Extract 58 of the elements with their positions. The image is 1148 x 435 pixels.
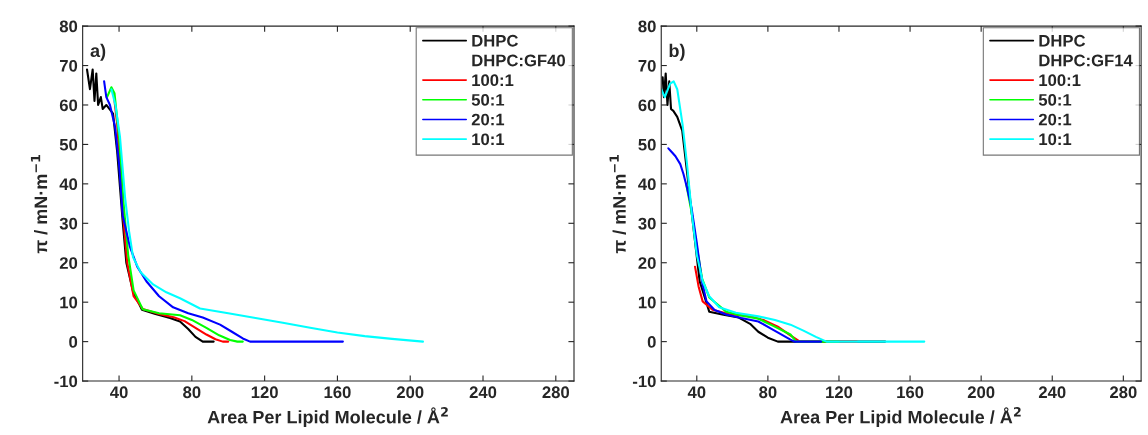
x-axis-title: Area Per Lipid Molecule / Å$^{2}$: [780, 407, 1021, 428]
legend-label: 100:1: [472, 74, 514, 87]
legend-label: 100:1: [1039, 74, 1081, 87]
x-tick-label: 280: [1110, 386, 1137, 399]
legend-label: DHPC: [1039, 34, 1086, 47]
legend-label: 20:1: [1038, 113, 1072, 126]
x-tick-label: 160: [324, 386, 351, 399]
x-tick-label: 240: [469, 386, 497, 399]
y-tick-label: -10: [54, 375, 78, 388]
y-tick-label: 60: [638, 99, 656, 112]
legend-label: 50:1: [471, 93, 505, 106]
x-tick-label: 240: [1038, 386, 1066, 399]
y-tick-label: 60: [59, 99, 78, 112]
legend-label: 50:1: [1038, 93, 1072, 106]
y-tick-label: 30: [638, 217, 656, 230]
x-tick-label: 160: [897, 386, 924, 399]
x-tick-label: 40: [110, 386, 128, 399]
y-tick-label: -10: [632, 375, 656, 388]
legend-label: 20:1: [471, 113, 505, 126]
y-tick-label: 20: [59, 257, 78, 269]
y-tick-label: 20: [638, 257, 656, 269]
y-tick-label: 50: [638, 138, 656, 151]
x-tick-label: 120: [826, 386, 853, 399]
x-tick-label: 120: [251, 386, 278, 399]
y-tick-label: 80: [638, 20, 656, 33]
annotation: a): [90, 43, 106, 61]
line-series: [110, 88, 424, 343]
line-series: [106, 86, 244, 343]
x-tick-label: 280: [542, 386, 570, 399]
x-tick-label: 200: [396, 386, 424, 399]
y-tick-label: 10: [638, 296, 656, 309]
y-tick-label: 40: [638, 178, 656, 191]
y-tick-label: 30: [59, 217, 78, 230]
legend-label: DHPC: [472, 34, 518, 47]
y-tick-label: 80: [59, 20, 78, 33]
line-series: [85, 68, 215, 343]
line-series: [667, 147, 823, 343]
y-axis-title: π / mN·m$^{−1}$: [30, 154, 48, 254]
y-tick-label: 50: [59, 138, 78, 151]
y-tick-label: 0: [647, 336, 656, 348]
x-axis-title: Area Per Lipid Molecule / Å$^{2}$: [207, 407, 448, 428]
y-tick-label: 70: [59, 59, 78, 72]
y-tick-label: 0: [69, 336, 78, 348]
x-tick-label: 80: [759, 386, 777, 399]
y-axis-title: π / mN·m$^{−1}$: [609, 154, 627, 254]
y-tick-label: 40: [59, 178, 78, 191]
legend-title: DHPC:GF14: [1039, 54, 1133, 67]
x-tick-label: 80: [183, 386, 201, 399]
legend-title: DHPC:GF40: [472, 54, 565, 67]
line-series: [661, 80, 926, 343]
line-series: [103, 80, 344, 343]
annotation: b): [669, 43, 685, 61]
legend-label: 10:1: [472, 133, 505, 146]
y-tick-label: 10: [60, 296, 78, 309]
x-tick-label: 200: [967, 386, 995, 399]
x-tick-label: 40: [687, 386, 706, 399]
y-tick-label: 70: [638, 59, 656, 72]
legend-label: 10:1: [1039, 133, 1072, 146]
